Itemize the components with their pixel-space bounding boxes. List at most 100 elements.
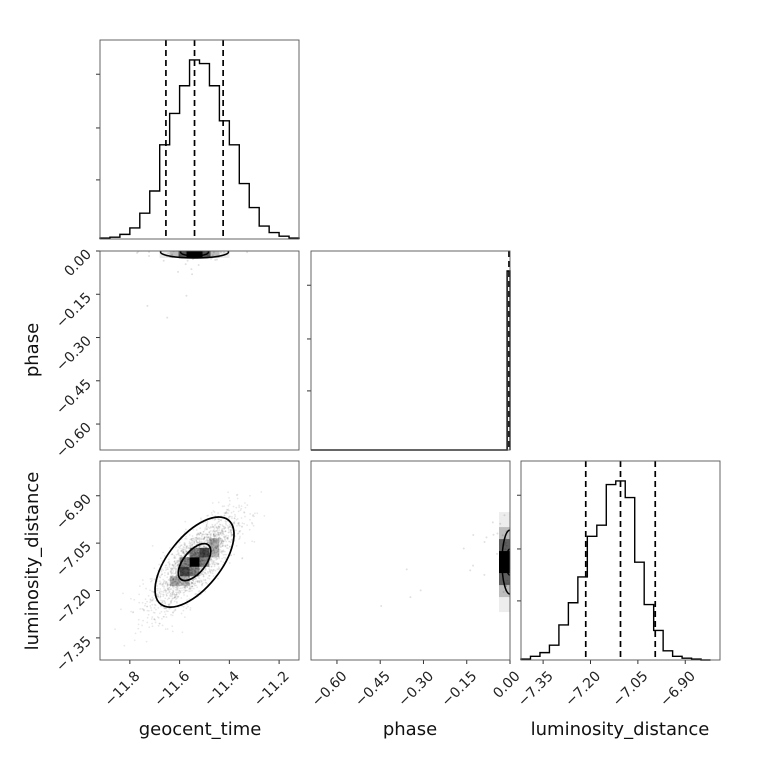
sample-point [191,585,193,588]
sample-point [197,552,200,555]
sample-point [188,554,190,556]
sample-point [201,572,203,575]
sample-point [191,572,194,575]
sample-point [217,568,220,571]
sample-point [223,514,226,517]
sample-point [503,514,506,517]
sample-point [165,580,168,583]
sample-point [244,515,246,518]
xtick-label-luminosity-distance-1: −7.20 [562,668,604,710]
sample-point [249,518,251,521]
sample-point [177,583,179,586]
sample-point [205,525,208,528]
sample-point [190,569,192,571]
sample-point [190,538,193,540]
sample-point [170,576,173,578]
sample-point [221,545,223,548]
sample-point [159,582,162,584]
sample-point [168,603,171,605]
sample-point [224,522,227,525]
sample-point [197,552,200,554]
sample-point [212,539,215,541]
sample-point [234,515,237,518]
sample-point [211,538,214,540]
sample-point [227,516,230,518]
sample-point [194,570,196,573]
sample-point [200,540,203,543]
sample-point [212,533,215,536]
sample-point [189,555,192,558]
sample-point [228,497,230,499]
sample-point [163,585,166,588]
sample-point [197,553,200,556]
sample-point [159,576,162,579]
sample-point [224,512,227,515]
sample-point [204,539,207,542]
sample-point [193,569,195,572]
sample-point [171,579,174,582]
sample-point [218,533,221,536]
sample-point [141,624,144,627]
sample-point [220,546,222,549]
sample-point [170,567,172,570]
sample-point [190,569,193,572]
sample-point [173,554,176,557]
sample-point [163,607,166,610]
sample-point [186,556,189,559]
sample-point [217,525,220,528]
sample-point [187,584,190,587]
sample-point [210,557,212,560]
sample-point [203,563,206,566]
sample-point [163,610,166,613]
sample-point [184,586,186,589]
ylabel-luminosity-distance: luminosity_distance [22,472,43,651]
xtick-label-phase-1: −0.45 [352,668,394,710]
sample-point [146,621,149,624]
sample-point [213,527,216,530]
sample-point [218,531,221,534]
sample-point [169,584,172,587]
sample-point [202,545,205,548]
sample-point [174,563,177,566]
xtick-label-geocent-time-3: −11.2 [251,668,293,710]
sample-point [214,535,216,538]
sample-point [174,578,176,581]
sample-point [218,520,221,523]
sample-point [184,263,187,266]
sample-point [198,536,200,539]
sample-point [213,548,216,551]
sample-point [226,524,229,527]
sample-point [213,526,215,529]
sample-point [217,553,220,556]
sample-point [169,583,172,586]
sample-point [201,583,203,586]
sample-point [138,601,141,604]
sample-point [246,251,249,254]
sample-point [189,573,192,576]
sample-point [201,583,204,585]
sample-point [177,552,180,555]
sample-point [198,542,200,544]
sample-point [196,551,199,554]
sample-point [212,561,215,563]
sample-point [194,571,197,574]
sample-point [168,586,171,589]
sample-point [164,602,167,605]
sample-point [192,554,194,557]
sample-point [208,527,211,530]
sample-point [144,598,147,601]
sample-point [198,579,201,582]
sample-point [249,513,252,515]
sample-point [178,560,181,563]
sample-point [202,559,205,562]
sample-point [194,580,197,583]
sample-point [218,525,221,528]
sample-point [208,531,210,534]
sample-point [221,531,224,534]
sample-point [246,524,249,527]
sample-point [200,544,203,547]
sample-point [173,563,175,566]
xlabel-luminosity-distance: luminosity_distance [531,719,710,740]
sample-point [185,550,188,552]
